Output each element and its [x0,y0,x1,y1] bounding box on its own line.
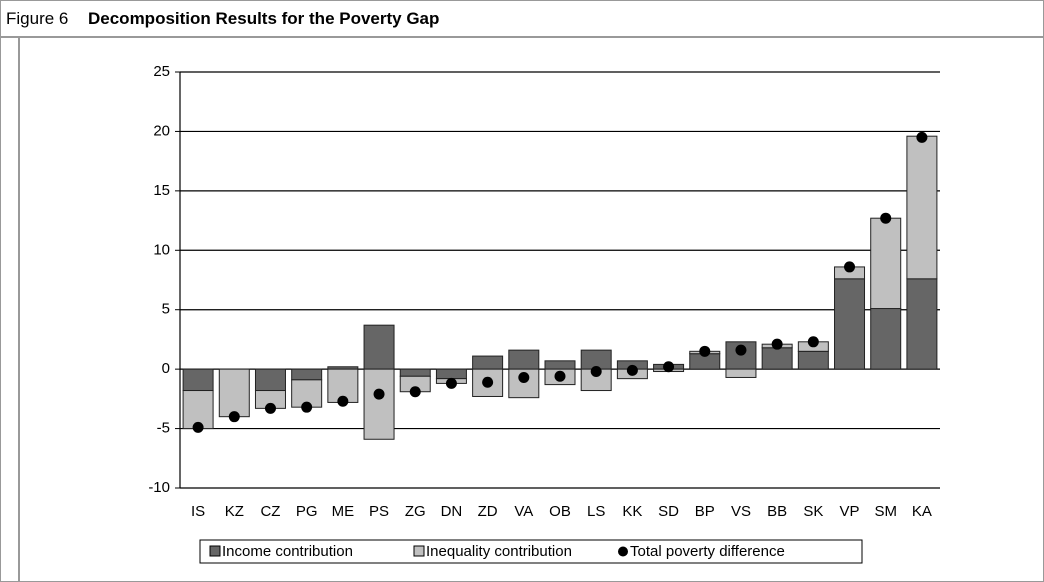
marker [264,402,276,414]
x-tick-label: KA [912,503,932,520]
marker [228,411,240,423]
x-tick-label: VA [514,503,533,520]
x-tick-label: OB [549,503,571,520]
x-tick-label: CZ [260,503,280,520]
x-tick-label: SK [803,503,823,520]
marker [337,395,349,407]
marker [844,261,856,273]
bar [363,368,395,440]
legend-marker [618,546,628,557]
legend-label: Income contribution [222,543,353,560]
marker [663,361,675,373]
x-tick-label: PS [369,503,389,520]
bar [291,368,323,381]
y-tick-label: 25 [153,63,170,80]
x-tick-label: SM [874,503,897,520]
marker [301,401,313,413]
legend-label: Total poverty difference [630,543,785,560]
legend-label: Inequality contribution [426,543,572,560]
y-tick-label: 5 [162,301,170,318]
legend-swatch [413,545,425,557]
bar [834,278,866,370]
x-tick-label: KZ [225,503,244,520]
x-tick-label: VP [840,503,860,520]
marker [735,344,747,356]
marker [554,370,566,382]
figure-label: Figure 6 [6,9,69,28]
bar [544,360,576,370]
x-tick-label: KK [622,503,642,520]
legend-swatch [209,545,221,557]
bar [218,368,250,418]
legend-box [199,539,863,564]
x-tick-label: ZG [405,503,426,520]
x-tick-label: DN [441,503,463,520]
bar [906,135,938,280]
y-tick-label: 15 [153,182,170,199]
y-tick-label: 20 [153,122,170,139]
marker [916,131,928,143]
x-tick-label: SD [658,503,679,520]
bar [870,308,902,370]
marker [590,366,602,378]
marker [192,421,204,433]
bar [761,347,793,370]
bar [363,324,395,370]
y-tick-label: 10 [153,241,170,258]
marker [699,345,711,357]
marker [482,376,494,388]
bar [797,350,829,370]
x-tick-label: VS [731,503,751,520]
x-tick-label: BP [695,503,715,520]
x-tick-label: LS [587,503,605,520]
marker [373,388,385,400]
bar [182,368,214,392]
marker [409,386,421,398]
bar [399,368,431,377]
frame-line [18,38,20,582]
x-tick-label: BB [767,503,787,520]
marker [807,336,819,348]
marker [880,212,892,224]
bar [472,355,504,370]
x-tick-label: PG [296,503,318,520]
marker [518,371,530,383]
x-tick-label: ZD [478,503,498,520]
bar [725,368,757,378]
marker [445,377,457,389]
bar [254,368,286,392]
x-tick-label: ME [332,503,355,520]
bar [435,368,467,380]
header: Figure 6 Decomposition Results for the P… [0,0,1044,38]
y-tick-label: -10 [148,479,170,496]
x-tick-label: IS [191,503,205,520]
y-tick-label: -5 [157,420,170,437]
bar [906,278,938,370]
bar [870,217,902,310]
bar [508,368,540,399]
bar [508,349,540,370]
y-tick-label: 0 [162,360,170,377]
chart-title: Decomposition Results for the Poverty Ga… [88,9,440,28]
marker [771,338,783,350]
marker [626,364,638,376]
